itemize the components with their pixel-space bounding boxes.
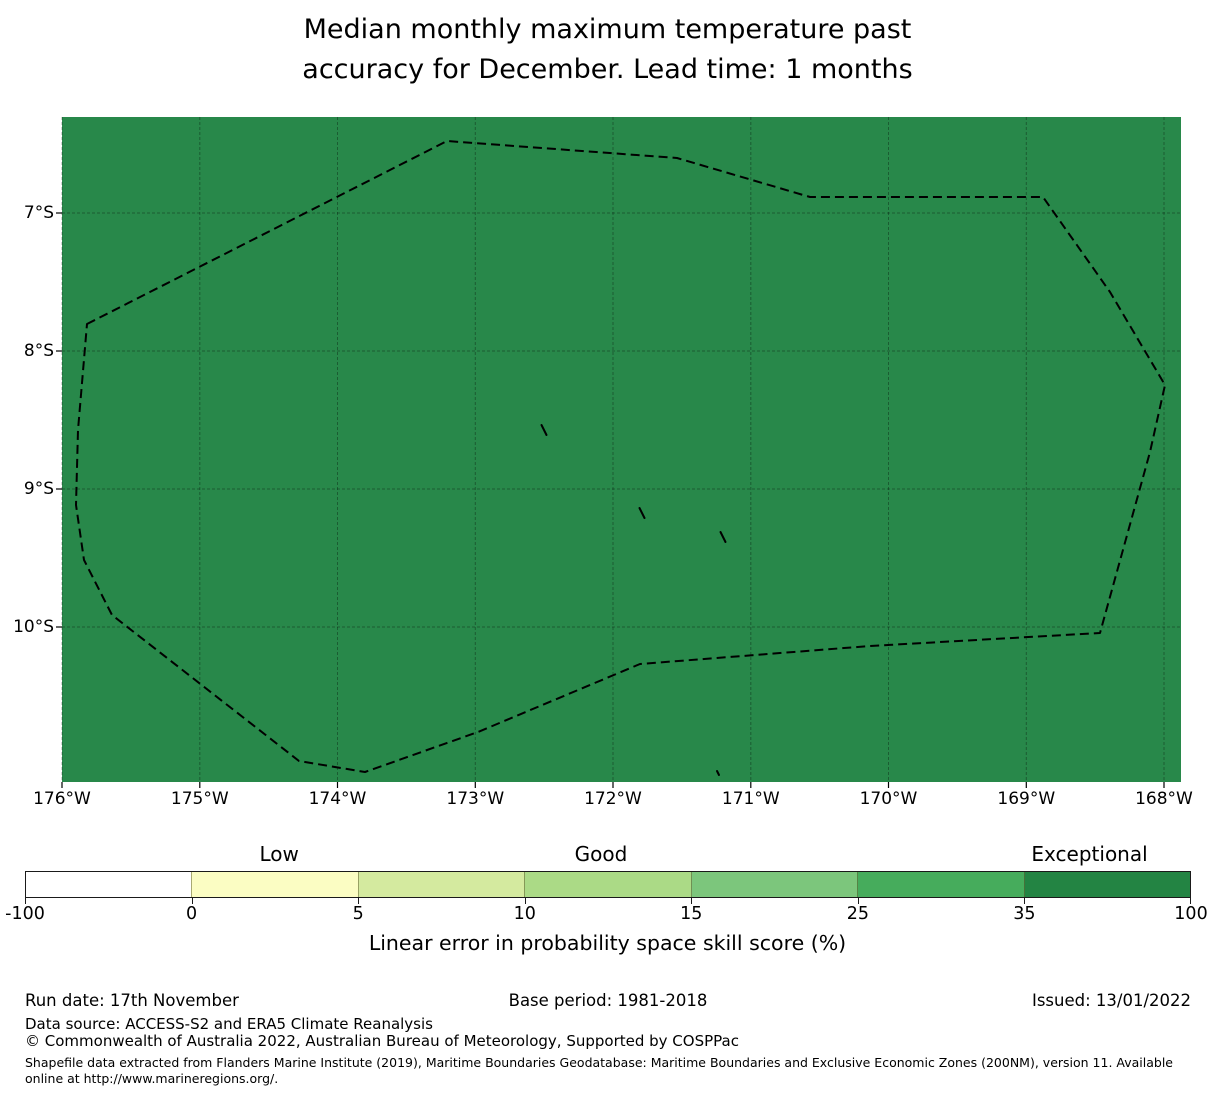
run-date-text: Run date: 17th November bbox=[25, 991, 239, 1010]
colorbar-tick-label: 100 bbox=[1174, 904, 1208, 924]
colorbar-segment bbox=[524, 872, 691, 897]
eez-dashed-boundary bbox=[75, 140, 1166, 773]
map-plot-area bbox=[56, 117, 1181, 788]
y-axis-tick-label: 10°S bbox=[13, 617, 54, 637]
colorbar-segment bbox=[26, 872, 192, 897]
colorbar-segment bbox=[191, 872, 358, 897]
colorbar-tick-label: 0 bbox=[185, 904, 198, 924]
colorbar-segment bbox=[1023, 872, 1190, 897]
shapefile-attribution-text: Shapefile data extracted from Flanders M… bbox=[25, 1055, 1173, 1086]
colorbar-tick bbox=[25, 898, 26, 904]
figure-title-line1: Median monthly maximum temperature past bbox=[303, 14, 912, 45]
colorbar-tick-label: 10 bbox=[513, 904, 536, 924]
colorbar-axis-label: Linear error in probability space skill … bbox=[368, 931, 847, 955]
y-axis-tick-label: 7°S bbox=[23, 203, 54, 223]
colorbar-tick bbox=[1024, 898, 1026, 904]
colorbar-tick-label: -100 bbox=[5, 904, 45, 924]
figure-title: Median monthly maximum temperature past … bbox=[0, 10, 1215, 90]
figure-title-line2: accuracy for December. Lead time: 1 mont… bbox=[302, 54, 913, 85]
base-period-text: Base period: 1981-2018 bbox=[508, 991, 708, 1010]
colorbar-segment bbox=[690, 872, 858, 897]
x-axis-tick-label: 175°W bbox=[170, 789, 229, 809]
eez-fill-region bbox=[62, 117, 1181, 782]
x-axis-tick-label: 168°W bbox=[1135, 789, 1193, 809]
x-axis-tick-label: 172°W bbox=[584, 789, 642, 809]
island-mark bbox=[716, 770, 720, 776]
y-axis-tick-label: 9°S bbox=[23, 479, 54, 499]
colorbar-tick bbox=[1190, 898, 1191, 904]
colorbar-tick bbox=[191, 898, 193, 904]
colorbar bbox=[25, 871, 1191, 898]
island-mark bbox=[540, 424, 548, 436]
island-mark bbox=[638, 507, 646, 519]
colorbar-segment bbox=[357, 872, 525, 897]
y-axis-tick-label: 8°S bbox=[23, 341, 54, 361]
colorbar-tick bbox=[358, 898, 360, 904]
copyright-text: © Commonwealth of Australia 2022, Austra… bbox=[25, 1032, 739, 1050]
x-axis-tick-label: 169°W bbox=[997, 789, 1056, 809]
issued-text: Issued: 13/01/2022 bbox=[1031, 991, 1191, 1010]
colorbar-tick bbox=[524, 898, 526, 904]
x-axis-tick-label: 176°W bbox=[33, 789, 91, 809]
colorbar-tick-label: 25 bbox=[846, 904, 869, 924]
colorbar-segment bbox=[857, 872, 1024, 897]
island-mark bbox=[719, 531, 727, 543]
colorbar-tick-label: 35 bbox=[1013, 904, 1036, 924]
colorbar-tick-label: 5 bbox=[352, 904, 364, 924]
colorbar-tick bbox=[857, 898, 859, 904]
colorbar-tick-label: 15 bbox=[680, 904, 703, 924]
data-source-text: Data source: ACCESS-S2 and ERA5 Climate … bbox=[25, 1015, 433, 1033]
map-svg bbox=[56, 117, 1181, 788]
x-axis-tick-label: 170°W bbox=[859, 789, 918, 809]
colorbar-category-label: Exceptional bbox=[1031, 842, 1148, 866]
x-axis-tick-label: 171°W bbox=[721, 789, 780, 809]
x-axis-tick-label: 173°W bbox=[446, 789, 505, 809]
x-axis-tick-label: 174°W bbox=[308, 789, 367, 809]
colorbar-category-label: Good bbox=[574, 842, 628, 866]
colorbar-category-label: Low bbox=[259, 842, 299, 866]
colorbar-tick bbox=[691, 898, 693, 904]
